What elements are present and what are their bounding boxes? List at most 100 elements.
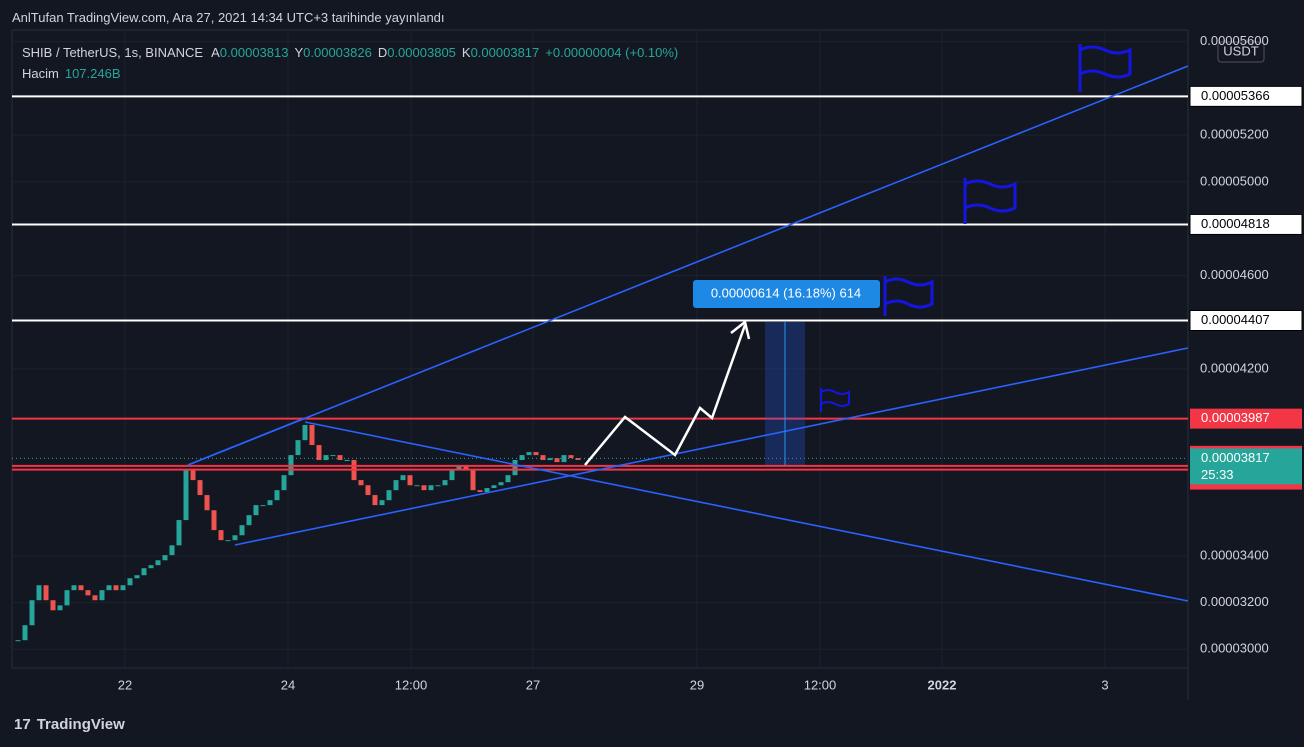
candle [92, 595, 98, 601]
ohlc-label: D [377, 45, 388, 60]
change: +0.00000004 (+0.10%) [545, 45, 679, 60]
brand: 17 TradingView [14, 716, 125, 733]
candle [57, 605, 63, 611]
candle [344, 460, 350, 462]
candle [183, 470, 189, 521]
candle [197, 480, 203, 496]
candle [330, 455, 336, 457]
y-tick-label: 0.00005600 [1200, 33, 1269, 48]
candle [505, 475, 511, 483]
y-tick-label: 0.00005200 [1200, 127, 1269, 142]
y-tick-label: 0.00004600 [1200, 267, 1269, 282]
candle [547, 458, 553, 461]
candle [477, 490, 483, 493]
candle [148, 565, 154, 569]
candle [260, 505, 266, 507]
candle [400, 475, 406, 481]
volume-label: Hacim [22, 66, 59, 81]
candle [365, 485, 371, 496]
level-label: 0.00004407 [1201, 312, 1270, 327]
x-tick-label: 27 [526, 677, 540, 692]
candle [141, 568, 147, 576]
currency-box [1217, 41, 1265, 63]
candle [309, 424, 315, 446]
candle [29, 600, 35, 626]
candle [491, 485, 497, 489]
candle [204, 495, 210, 511]
ohlc-label: Y [294, 45, 304, 60]
candle [484, 488, 490, 493]
candle [337, 455, 343, 461]
legend: SHIB / TetherUS, 1s, BINANCE A0.00003813 Y… [22, 45, 684, 60]
volume: 107.246B [64, 66, 121, 81]
countdown: 25:33 [1201, 467, 1234, 482]
candle [519, 455, 525, 461]
candle [386, 490, 392, 501]
x-tick-label: 3 [1101, 677, 1108, 692]
candle [540, 455, 546, 461]
candle [470, 470, 476, 491]
candle [190, 470, 196, 481]
x-tick-label: 12:00 [804, 677, 837, 692]
candle [463, 465, 469, 471]
projection-path [584, 324, 747, 466]
candle [456, 465, 462, 471]
candle [36, 585, 42, 601]
candle [99, 590, 105, 601]
candle [64, 590, 70, 606]
candle [113, 585, 119, 591]
ohlc-value: 0.00003805 [387, 45, 456, 60]
candle [498, 482, 504, 486]
candle [393, 480, 399, 491]
ohlc-value: 0.00003826 [303, 45, 372, 60]
plot-area [11, 29, 1189, 669]
candle [22, 625, 28, 641]
candle [372, 495, 378, 506]
candle [267, 500, 273, 506]
volume-legend: Hacim 107.246B [22, 66, 127, 81]
level-label-bg [1190, 408, 1302, 429]
candle [253, 505, 259, 516]
ohlc-label: A [211, 45, 220, 60]
current-price: 0.00003817 [1201, 450, 1270, 465]
x-tick-label: 22 [118, 677, 132, 692]
trend-lines [187, 65, 1189, 602]
candle [15, 640, 21, 642]
y-tick-label: 0.00004200 [1200, 360, 1269, 375]
candle [512, 460, 518, 476]
candle [106, 585, 112, 591]
candle [162, 555, 168, 561]
candle [316, 445, 322, 461]
currency: USDT [1223, 43, 1258, 58]
candle [43, 585, 49, 601]
candle [274, 490, 280, 501]
candle [232, 535, 238, 541]
y-tick-label: 0.00005000 [1200, 173, 1269, 188]
ohlc-label: K [461, 45, 471, 60]
x-tick-label: 2022 [928, 677, 957, 692]
measure-label: 0.00000614 (16.18%) 614 [711, 285, 861, 300]
candle [120, 585, 126, 591]
candle [414, 485, 420, 487]
level-label: 0.00005366 [1201, 88, 1270, 103]
candle [78, 585, 84, 591]
candle [449, 470, 455, 481]
ohlc-value: 0.00003813 [219, 45, 289, 60]
candle [225, 540, 231, 542]
level-label: 0.00003987 [1201, 410, 1270, 425]
candle [127, 578, 133, 586]
publisher: AnlTufan TradingView.com, Ara 27, 2021 1… [12, 10, 445, 25]
current-label-bg [1190, 448, 1302, 485]
projection-arrowhead [730, 319, 751, 340]
level-label: 0.00004818 [1201, 216, 1270, 231]
candle [239, 525, 245, 536]
candle [421, 485, 427, 491]
candle [246, 515, 252, 526]
candle [218, 530, 224, 541]
candle [85, 590, 91, 596]
candle [568, 455, 574, 459]
candle [442, 480, 448, 486]
candle [435, 485, 441, 487]
